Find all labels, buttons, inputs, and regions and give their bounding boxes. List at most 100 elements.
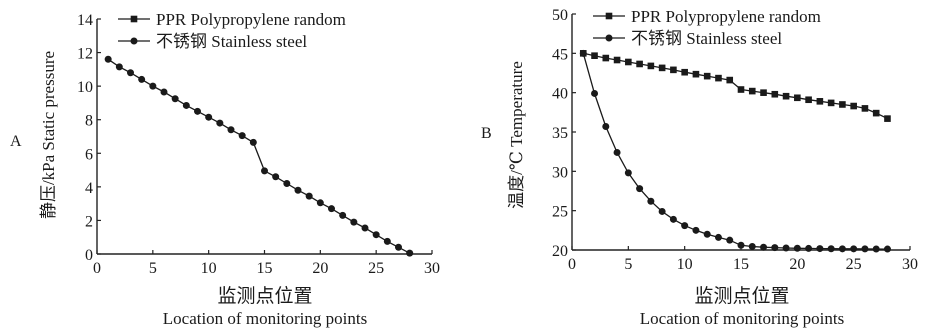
- panel-b-ppr-point: [703, 72, 711, 80]
- panel-b-stainless-point: [737, 241, 745, 249]
- panel-b-stainless-point: [838, 245, 846, 253]
- panel-a-stainless-point: [138, 75, 146, 83]
- panel-a-stainless-series-line: [107, 58, 411, 254]
- panel-a-stainless-point: [182, 101, 190, 109]
- panel-a-stainless-point: [283, 180, 291, 187]
- panel-a-stainless-point: [383, 237, 391, 245]
- panel-b-stainless-point: [714, 233, 722, 241]
- panel-b-ppr-point: [670, 66, 677, 74]
- panel-a-stainless-point: [261, 167, 268, 175]
- panel-b-ppr-point: [726, 76, 734, 84]
- panel-b-stainless-point: [669, 215, 677, 223]
- panel-b-stainless-point: [760, 243, 768, 251]
- panel-a-y-tick-label: 8: [85, 113, 93, 130]
- panel-b-ppr-point: [771, 90, 779, 98]
- panel-a-legend-ppr-marker: [130, 15, 138, 23]
- panel-a-x-tick-label: 0: [93, 260, 101, 277]
- panel-a-stainless-point: [115, 63, 123, 71]
- panel-b-ppr-point: [737, 86, 745, 93]
- panel-b-x-tick-label: 15: [733, 256, 749, 273]
- panel-a-y-tick-label: 14: [77, 12, 93, 29]
- panel-a-stainless-point: [205, 113, 213, 121]
- panel-a-y-tick-label: 10: [77, 79, 93, 96]
- panel-a-stainless-point: [194, 107, 201, 115]
- panel-b-x-tick-label: 30: [902, 256, 918, 273]
- panel-b-stainless-point: [658, 207, 666, 215]
- panel-b-y-tick-label: 30: [552, 164, 568, 181]
- panel-b-legend-stainless-label: 不锈钢 Stainless steel: [631, 29, 782, 48]
- panel-a-stainless-point: [171, 95, 179, 103]
- panel-a-y-tick-label: 12: [77, 46, 93, 63]
- panel-b-ppr-point: [591, 52, 598, 59]
- panel-b-stainless-point: [827, 245, 835, 253]
- panel-b-stainless-point: [624, 169, 632, 177]
- panel-b-ppr-point: [647, 62, 655, 70]
- panel-b-x-tick-label: 20: [789, 256, 805, 273]
- panel-b-ppr-point: [782, 92, 790, 100]
- panel-b-x-axis-label-cn: 监测点位置: [694, 285, 789, 307]
- panel-b-y-tick-label: 45: [552, 46, 568, 63]
- panel-b-stainless-point: [726, 236, 734, 244]
- panel-a-stainless-point: [160, 88, 168, 96]
- panel-b-x-tick-label: 0: [568, 256, 576, 273]
- panel-b-ppr-point: [805, 96, 812, 104]
- panel-b-y-axis-label: 温度/℃ Temperature: [507, 61, 526, 209]
- panel-b-stainless-point: [805, 244, 813, 252]
- panel-a-stainless-point: [238, 132, 246, 140]
- panel-a-legend-stainless-label: 不锈钢 Stainless steel: [156, 32, 307, 51]
- panel-b-ppr-point: [636, 60, 643, 68]
- panel-b-stainless-point: [681, 222, 689, 230]
- panel-b-y-tick-label: 20: [552, 243, 568, 260]
- panel-b-stainless-point: [591, 89, 599, 97]
- panel-a-y-axis-label: 静压/kPa Static pressure: [39, 51, 58, 219]
- panel-a-stainless-point: [227, 126, 235, 134]
- panel-b-label: B: [481, 125, 492, 142]
- panel-a-stainless-point: [328, 205, 335, 213]
- panel-b-ppr-point: [760, 89, 767, 96]
- panel-b-plot-area: 0 5 10 15 20 25 30 20 25 30 35 40 45 50 PPR Polypropyl…: [552, 7, 918, 273]
- panel-a-stainless-point: [127, 69, 134, 77]
- panel-b-ppr-point: [816, 98, 824, 105]
- panel-b-ppr-point: [692, 70, 700, 78]
- panel-a-stainless-point: [216, 119, 224, 127]
- panel-b-stainless-point: [703, 230, 711, 238]
- panel-a-stainless-point: [361, 224, 369, 232]
- panel-a-stainless-point: [395, 243, 402, 251]
- panel-b-legend-stainless-marker: [605, 34, 613, 42]
- panel-b-y-tick-label: 50: [552, 7, 568, 24]
- panel-b-x-tick-label: 5: [624, 256, 632, 273]
- panel-b-stainless-series-line: [582, 53, 888, 250]
- panel-b-stainless-point: [872, 245, 880, 253]
- panel-a-x-axis-label-en: Location of monitoring points: [163, 309, 367, 328]
- panel-b-ppr-point: [602, 54, 610, 62]
- panel-b-stainless-point: [613, 148, 621, 156]
- panel-b-ppr-point: [884, 115, 891, 122]
- panel-a-legend-stainless-marker: [130, 37, 138, 45]
- panel-b-ppr-point: [625, 58, 632, 66]
- panel-a-x-tick-label: 5: [149, 260, 157, 277]
- panel-a-y-tick-label: 0: [85, 247, 93, 264]
- panel-b-legend-ppr-marker: [605, 12, 613, 20]
- panel-b-x-tick-label: 25: [846, 256, 862, 273]
- panel-a-stainless-point: [272, 173, 280, 181]
- panel-b-stainless-point: [692, 226, 700, 234]
- panel-a-plot-area: 0 5 10 15 20 25 30 0 2 4 6 8 10 12 14 PPR Polypropylene…: [77, 10, 440, 277]
- panel-b-ppr-point: [715, 74, 722, 82]
- panel-b-stainless-point: [748, 242, 756, 250]
- panel-b-stainless-point: [861, 245, 869, 253]
- panel-b-legend-ppr-label: PPR Polypropylene random: [631, 7, 821, 26]
- panel-b-ppr-point: [850, 102, 857, 110]
- panel-a-stainless-point: [149, 82, 157, 90]
- panel-a-y-tick-label: 6: [85, 146, 93, 163]
- panel-a-stainless-point: [372, 231, 380, 239]
- panel-b-stainless-point: [850, 245, 858, 253]
- panel-b-ppr-series-line: [583, 52, 888, 120]
- panel-b-stainless-point: [816, 245, 824, 253]
- panel-b-y-tick-label: 40: [552, 86, 568, 103]
- panel-a-y-tick-label: 4: [85, 180, 93, 197]
- panel-b-stainless-point: [771, 244, 779, 252]
- panel-a-x-tick-label: 30: [424, 260, 440, 277]
- panel-b-ppr-point: [613, 56, 621, 64]
- panel-a-stainless-point: [316, 199, 324, 207]
- panel-b-ppr-point: [872, 109, 880, 117]
